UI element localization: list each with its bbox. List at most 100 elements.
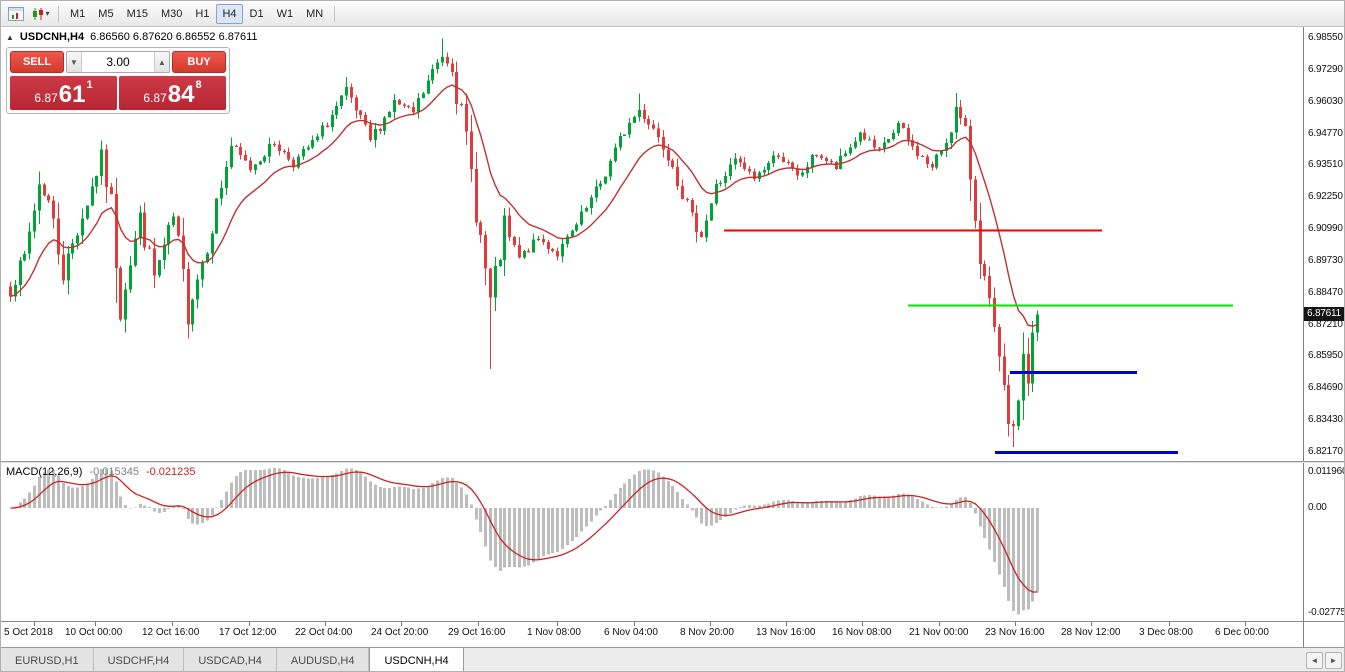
sell-button[interactable]: SELL [10, 51, 64, 73]
price-scale-label: 6.89730 [1308, 254, 1343, 266]
timeframe-button-w1[interactable]: W1 [276, 7, 294, 20]
tab-scroll-controls: ◄ ► [1306, 652, 1342, 669]
timeframe-button-m5[interactable]: M5 [98, 7, 114, 20]
timeframe-button-h4[interactable]: H4 [216, 3, 243, 24]
price-scale-label: 6.83430 [1308, 414, 1343, 426]
timeframe-button-m1[interactable]: M1 [70, 7, 86, 20]
toolbar-separator [334, 5, 336, 22]
time-axis-tick [249, 622, 250, 626]
time-axis-tick [862, 622, 863, 626]
price-scale-label: 6.93510 [1308, 159, 1343, 171]
timeframe-button-m30[interactable]: M30 [160, 7, 183, 20]
toolbar: ▾ M1 M5 M15 M30 H1 H4 D1 W1 MN [1, 1, 1344, 27]
price-scale-label: 6.98550 [1308, 32, 1343, 44]
chart-tab-strip: EURUSD,H1 USDCHF,H4 USDCAD,H4 AUDUSD,H4 USDC… [1, 648, 464, 671]
sell-price-big: 61 [58, 81, 86, 109]
timeframe-button-mn[interactable]: MN [306, 7, 324, 20]
time-axis-tick [939, 622, 940, 626]
oneclick-collapse-icon[interactable]: ▲ [6, 32, 14, 42]
volume-input[interactable] [82, 52, 154, 72]
macd-indicator-label: MACD(12,26,9) -0.015345 -0.021235 [6, 466, 196, 478]
time-axis-label: 10 Oct 00:00 [65, 627, 123, 638]
chart-tab-usdchf-h4[interactable]: USDCHF,H4 [93, 648, 185, 671]
dropdown-arrow-icon: ▾ [45, 8, 50, 18]
chart-tab-bar: EURUSD,H1 USDCHF,H4 USDCAD,H4 AUDUSD,H4 USDC… [1, 647, 1344, 671]
price-scale-label: 6.92250 [1308, 191, 1343, 203]
time-axis-tick [710, 622, 711, 626]
sell-price-sup: 1 [86, 79, 93, 91]
time-axis-tick [1169, 622, 1170, 626]
time-axis-tick [95, 622, 96, 626]
volume-increase-icon[interactable]: ▲ [154, 52, 169, 72]
macd-scale-zero-label: 0.00 [1308, 502, 1327, 514]
macd-main-value: -0.015345 [89, 466, 139, 478]
time-axis-label: 23 Nov 16:00 [985, 627, 1045, 638]
time-axis-tick [557, 622, 558, 626]
time-axis-label: 12 Oct 16:00 [142, 627, 200, 638]
chart-type-button[interactable]: ▾ [29, 4, 53, 24]
timeframe-button-m15[interactable]: M15 [126, 7, 148, 20]
time-axis-tick [786, 622, 787, 626]
panel-splitter[interactable] [1, 461, 1344, 463]
price-scale-label: 6.87210 [1308, 318, 1343, 330]
chart-window-glyph [8, 6, 24, 21]
macd-signal-value: -0.021235 [145, 466, 196, 478]
buy-price-sup: 8 [195, 79, 202, 91]
price-scale-label: 6.85950 [1308, 350, 1343, 362]
buy-button[interactable]: BUY [172, 51, 226, 73]
time-axis-tick [401, 622, 402, 626]
tab-scroll-right-icon[interactable]: ► [1325, 652, 1342, 669]
time-axis-tick [172, 622, 173, 626]
time-axis-label: 24 Oct 20:00 [371, 627, 429, 638]
chart-tab-eurusd-h1[interactable]: EURUSD,H1 [1, 648, 94, 671]
macd-indicator-canvas[interactable] [1, 463, 1303, 621]
candles-group [9, 38, 1039, 448]
time-axis[interactable]: 5 Oct 2018 10 Oct 00:00 12 Oct 16:00 17 Oct… [1, 622, 1303, 647]
price-scale-label: 6.96030 [1308, 95, 1343, 107]
price-scale-label: 6.97290 [1308, 63, 1343, 75]
chart-tab-usdcad-h4[interactable]: USDCAD,H4 [184, 648, 277, 671]
buy-price-prefix: 6.87 [143, 91, 167, 105]
price-scale[interactable]: 6.87611 0.011960 0.00 -0.02775 6.98550 6.… [1303, 27, 1345, 647]
volume-control: ▼ ▲ [66, 51, 170, 73]
buy-price-display[interactable]: 6.87 84 8 [119, 76, 226, 110]
volume-decrease-icon[interactable]: ▼ [67, 52, 82, 72]
ohlc-values: 6.86560 6.87620 6.86552 6.87611 [90, 31, 258, 43]
moving-average-line [10, 84, 1038, 327]
time-axis-label: 21 Nov 00:00 [909, 627, 969, 638]
time-axis-label: 16 Nov 08:00 [832, 627, 892, 638]
time-axis-tick [634, 622, 635, 626]
new-chart-icon[interactable] [4, 4, 28, 24]
price-scale-label: 6.84690 [1308, 382, 1343, 394]
symbol-label: USDCNH,H4 [19, 31, 85, 43]
price-chart-canvas[interactable] [1, 27, 1303, 461]
time-axis-separator [1, 621, 1344, 622]
time-axis-tick [34, 622, 35, 626]
price-scale-label: 6.88470 [1308, 286, 1343, 298]
sell-price-display[interactable]: 6.87 61 1 [10, 76, 117, 110]
time-axis-label: 1 Nov 08:00 [527, 627, 581, 638]
time-axis-label: 6 Nov 04:00 [604, 627, 658, 638]
time-axis-label: 28 Nov 12:00 [1061, 627, 1121, 638]
time-axis-label: 6 Dec 00:00 [1215, 627, 1269, 638]
tab-scroll-left-icon[interactable]: ◄ [1306, 652, 1323, 669]
timeframe-button-h1[interactable]: H1 [195, 7, 210, 20]
time-axis-tick [478, 622, 479, 626]
macd-scale-min-label: -0.02775 [1308, 607, 1345, 618]
time-axis-label: 13 Nov 16:00 [756, 627, 816, 638]
time-axis-label: 8 Nov 20:00 [680, 627, 734, 638]
time-axis-tick [325, 622, 326, 626]
time-axis-label: 3 Dec 08:00 [1139, 627, 1193, 638]
time-axis-label: 22 Oct 04:00 [295, 627, 353, 638]
one-click-trading-panel: SELL ▼ ▲ BUY 6.87 61 1 6.87 84 8 [6, 47, 230, 114]
price-scale-label: 6.82170 [1308, 445, 1343, 457]
macd-histogram [14, 467, 1039, 615]
time-axis-label: 17 Oct 12:00 [219, 627, 277, 638]
timeframe-button-d1[interactable]: D1 [249, 7, 264, 20]
chart-tab-usdcnh-h4[interactable]: USDCNH,H4 [369, 648, 464, 671]
symbol-info-line: ▲ USDCNH,H4 6.86560 6.87620 6.86552 6.87… [6, 31, 258, 43]
toolbar-separator [58, 5, 59, 22]
chart-tab-audusd-h4[interactable]: AUDUSD,H4 [276, 648, 370, 671]
current-price-badge: 6.87611 [1304, 307, 1344, 322]
